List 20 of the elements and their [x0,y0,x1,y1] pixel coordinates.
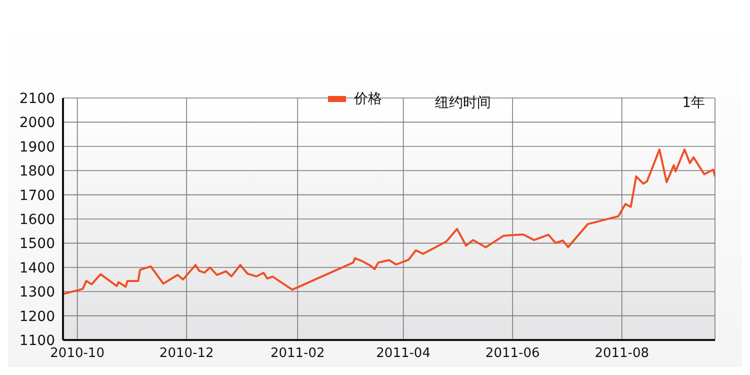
y-tick-label: 1900 [19,139,55,156]
y-tick-label: 1300 [19,284,55,301]
x-tick-label: 2011-08 [594,346,650,362]
x-tick-label: 2010-12 [159,346,214,362]
x-tick-label: 2011-04 [376,346,430,362]
line-series [63,148,715,296]
y-tick-label: 1600 [19,212,55,228]
x-tick-label: 2010-10 [50,346,104,362]
y-tick-label: 2000 [19,115,55,132]
x-tick-label: 2011-06 [485,346,540,362]
y-tick-label: 1400 [19,260,55,276]
annotation: 纽约时间 [434,94,492,112]
y-tick-label: 2100 [19,90,55,107]
y-tick-label: 1200 [19,308,55,325]
y-tick-label: 1700 [19,188,55,204]
legend-label: 价格 [354,90,382,108]
annotation: 1年 [681,94,705,112]
x-tick-label: 2011-02 [270,346,325,362]
y-tick-label: 1800 [19,164,55,180]
y-tick-label: 1500 [19,236,55,252]
